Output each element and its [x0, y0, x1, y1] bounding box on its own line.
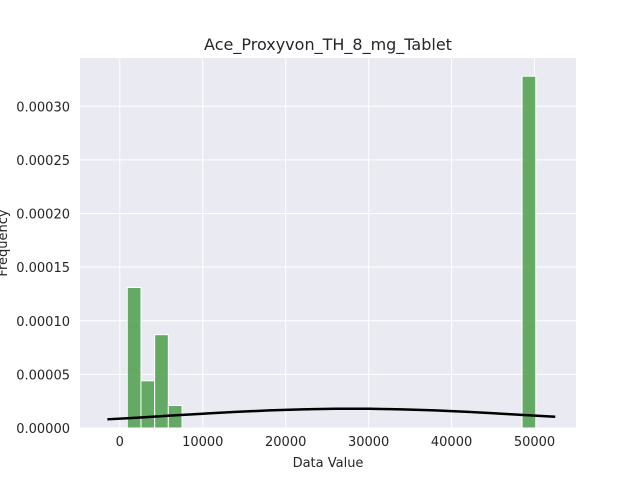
x-axis-label: Data Value [293, 456, 364, 471]
y-axis-ticks: 0.00000 0.00005 0.00010 0.00015 0.00020 0.000… [16, 100, 70, 437]
x-tick-label: 40000 [431, 435, 472, 450]
histogram-bar [140, 380, 156, 429]
y-tick-label: 0.00020 [16, 208, 70, 223]
y-axis-label: Frequency [0, 209, 11, 276]
histogram-bars [126, 75, 537, 429]
y-tick-label: 0.00005 [16, 368, 70, 383]
x-tick-label: 0 [116, 435, 124, 450]
y-tick-label: 0.00015 [16, 261, 70, 276]
y-tick-label: 0.00030 [16, 100, 70, 115]
y-tick-label: 0.00025 [16, 154, 70, 169]
density-curve [107, 407, 556, 421]
x-tick-label: 30000 [348, 435, 389, 450]
y-tick-label: 0.00000 [16, 422, 70, 437]
x-axis-ticks: 0 10000 20000 30000 40000 50000 [116, 435, 556, 450]
histogram-bar [521, 75, 537, 429]
chart-title: Ace_Proxyvon_TH_8_mg_Tablet [204, 35, 452, 55]
x-tick-label: 50000 [514, 435, 555, 450]
x-tick-label: 20000 [265, 435, 306, 450]
y-tick-label: 0.00010 [16, 315, 70, 330]
histogram-bar [126, 287, 142, 429]
x-tick-label: 10000 [182, 435, 223, 450]
histogram-bar [154, 334, 169, 429]
